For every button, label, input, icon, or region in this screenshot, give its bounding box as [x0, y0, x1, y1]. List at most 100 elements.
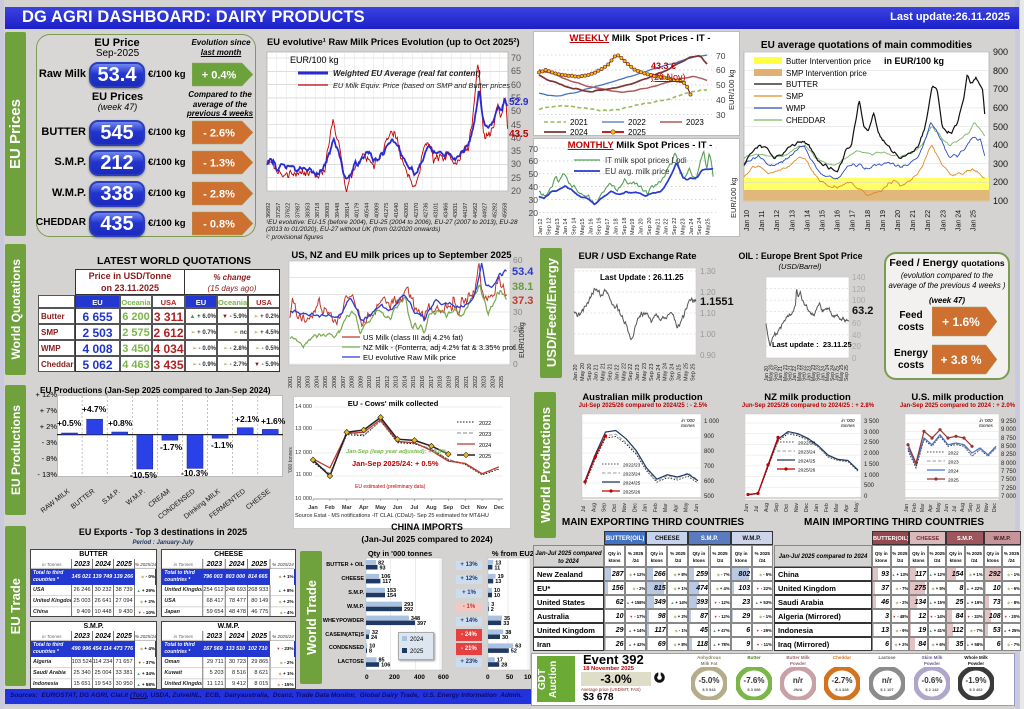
svg-text:2004: 2004 — [314, 376, 320, 388]
svg-text:Jun: Jun — [744, 504, 750, 512]
svg-text:82: 82 — [378, 560, 384, 566]
svg-text:2025: 2025 — [499, 376, 505, 388]
svg-text:35: 35 — [504, 616, 510, 622]
svg-text:Sep 21: Sep 21 — [608, 364, 614, 381]
svg-text:Sep 20: Sep 20 — [587, 364, 593, 381]
svg-text:Sep 18: Sep 18 — [622, 218, 628, 235]
svg-text:May 23: May 23 — [811, 364, 817, 381]
svg-text:$ 4 328: $ 4 328 — [835, 687, 849, 692]
svg-text:2022: 2022 — [473, 376, 479, 388]
svg-text:2025/26: 2025/26 — [623, 490, 641, 496]
svg-text:2025: 2025 — [948, 478, 959, 484]
svg-text:2021: 2021 — [464, 376, 470, 388]
svg-text:400: 400 — [414, 674, 425, 681]
svg-text:May: May — [375, 505, 387, 511]
svg-text:10: 10 — [494, 593, 500, 599]
svg-text:2008: 2008 — [350, 376, 356, 388]
svg-text:Nov: Nov — [794, 503, 800, 512]
svg-text:85: 85 — [379, 658, 385, 664]
svg-text:37257: 37257 — [276, 203, 282, 218]
svg-text:2022: 2022 — [628, 118, 646, 127]
svg-text:44562: 44562 — [473, 203, 479, 218]
svg-text:May 20: May 20 — [769, 364, 775, 381]
svg-text:38: 38 — [505, 630, 511, 636]
svg-text:$ 3 462: $ 3 462 — [969, 687, 983, 692]
svg-text:2022: 2022 — [948, 451, 959, 457]
svg-text:Jul: Jul — [952, 506, 958, 512]
svg-text:Jun: Jun — [694, 504, 700, 512]
svg-text:Aug: Aug — [764, 503, 770, 512]
svg-text:May21: May21 — [655, 218, 661, 235]
svg-text:- 1.3%: - 1.3% — [203, 157, 235, 169]
svg-text:2013: 2013 — [394, 376, 400, 388]
svg-text:2012: 2012 — [385, 376, 391, 388]
svg-text:63: 63 — [515, 644, 521, 650]
svg-text:Dec: Dec — [804, 503, 810, 512]
svg-text:-1.9%: -1.9% — [966, 676, 987, 685]
svg-text:Sep 21: Sep 21 — [788, 365, 794, 381]
svg-text:Jun: Jun — [944, 504, 950, 512]
svg-text:154: 154 — [387, 593, 397, 599]
svg-text:Sep 22: Sep 22 — [672, 218, 678, 235]
svg-text:Jan 21: Jan 21 — [778, 366, 784, 381]
svg-text:37622: 37622 — [286, 203, 292, 218]
svg-text:EU avg. milk price: EU avg. milk price — [605, 167, 670, 176]
svg-text:17: 17 — [497, 658, 503, 664]
svg-text:Sep: Sep — [602, 503, 608, 512]
svg-text:EU Milk Equiv. Price (based on: EU Milk Equiv. Price (based on SMP and B… — [333, 81, 510, 90]
svg-text:Jan 14: Jan 14 — [563, 218, 569, 235]
svg-text:May 21: May 21 — [783, 364, 789, 381]
svg-text:Jan 22: Jan 22 — [614, 364, 620, 381]
svg-text:BUTTER: BUTTER — [786, 80, 818, 89]
svg-text:19: 19 — [498, 574, 504, 580]
svg-text:Jan 24: Jan 24 — [955, 210, 962, 231]
svg-text:2006: 2006 — [332, 376, 338, 388]
svg-text:Jan 20: Jan 20 — [573, 364, 579, 381]
svg-text:Sep 24: Sep 24 — [670, 364, 676, 381]
svg-text:Mar: Mar — [920, 503, 926, 512]
svg-text:3: 3 — [491, 602, 494, 608]
svg-text:2022/23: 2022/23 — [798, 441, 816, 447]
svg-text:Oct: Oct — [976, 504, 982, 512]
svg-text:Sep 25: Sep 25 — [844, 365, 850, 381]
svg-text:42370: 42370 — [414, 203, 420, 218]
svg-text:May17: May17 — [605, 218, 611, 235]
svg-text:38353: 38353 — [305, 203, 311, 218]
svg-text:2023: 2023 — [686, 118, 704, 127]
svg-text:2019: 2019 — [446, 376, 452, 388]
svg-text:Aug: Aug — [960, 503, 966, 512]
svg-text:Weighted EU Average (real fat: Weighted EU Average (real fat content) — [333, 69, 481, 78]
svg-text:2011: 2011 — [376, 376, 382, 388]
svg-text:42736: 42736 — [424, 203, 430, 218]
svg-text:Jan 18: Jan 18 — [613, 218, 619, 235]
svg-text:CHEDDAR: CHEDDAR — [786, 116, 826, 125]
svg-text:Jun: Jun — [393, 505, 403, 511]
svg-text:Dec: Dec — [992, 503, 998, 512]
svg-text:11: 11 — [494, 565, 500, 571]
svg-text:2023/24: 2023/24 — [623, 472, 641, 478]
svg-text:Sep 24: Sep 24 — [697, 218, 703, 235]
svg-text:2023: 2023 — [482, 376, 488, 388]
svg-text:43101: 43101 — [433, 203, 439, 218]
svg-text:2025: 2025 — [479, 454, 491, 460]
svg-text:Jul: Jul — [581, 506, 587, 512]
svg-text:10: 10 — [369, 644, 375, 650]
svg-text:0: 0 — [365, 674, 369, 681]
svg-text:Apr: Apr — [359, 505, 369, 511]
svg-text:Jan 24: Jan 24 — [656, 364, 662, 381]
svg-text:Jan 22: Jan 22 — [664, 218, 670, 235]
svg-text:292: 292 — [404, 607, 413, 613]
svg-text:Jan 14: Jan 14 — [804, 210, 811, 231]
svg-text:Jan 24: Jan 24 — [820, 366, 826, 381]
svg-text:Jan 24: Jan 24 — [689, 218, 695, 235]
svg-text:Sep 23: Sep 23 — [649, 364, 655, 381]
svg-text:Sep 25: Sep 25 — [690, 364, 696, 381]
svg-text:May 25: May 25 — [683, 363, 689, 381]
svg-text:2020: 2020 — [455, 376, 461, 388]
svg-text:Oct: Oct — [612, 504, 618, 512]
svg-text:2023/24: 2023/24 — [798, 450, 816, 456]
svg-text:Jan 22: Jan 22 — [925, 210, 932, 231]
svg-text:+ 3.8 %: + 3.8 % — [940, 353, 981, 367]
svg-text:2023: 2023 — [948, 460, 959, 466]
svg-text:#N/A: #N/A — [793, 687, 802, 692]
